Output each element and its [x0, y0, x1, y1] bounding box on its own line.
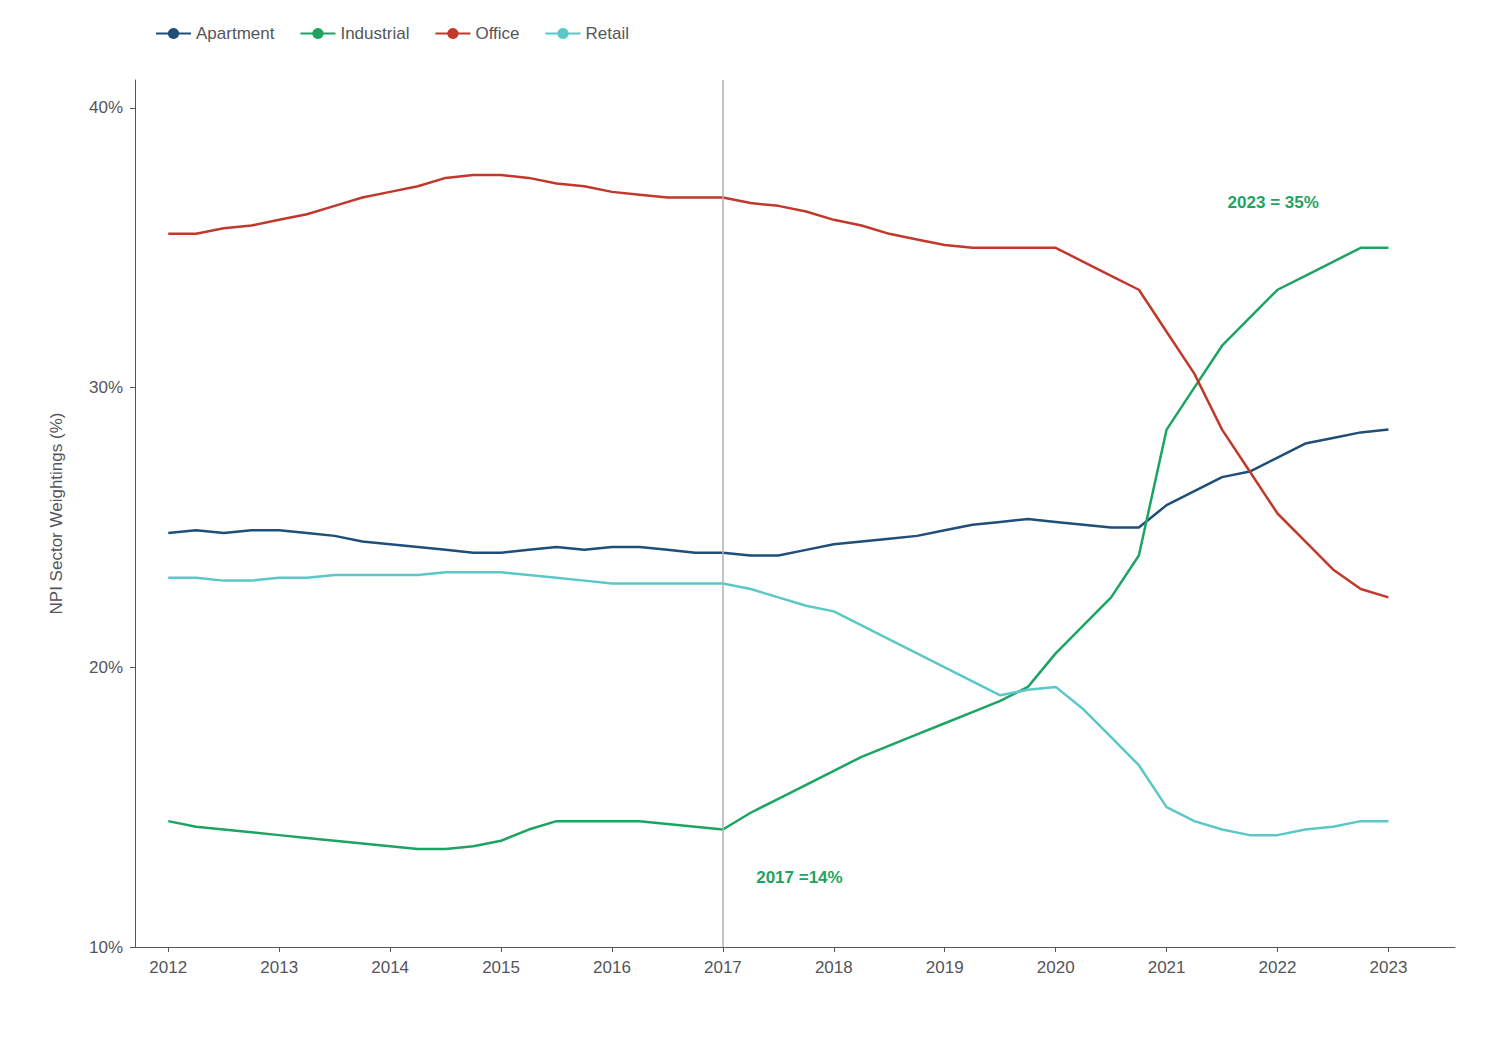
svg-text:2016: 2016 [593, 958, 631, 977]
svg-text:Industrial: Industrial [340, 24, 409, 43]
svg-text:20%: 20% [89, 658, 123, 677]
svg-text:40%: 40% [89, 98, 123, 117]
svg-text:2014: 2014 [371, 958, 409, 977]
svg-text:2023: 2023 [1370, 958, 1408, 977]
svg-text:2018: 2018 [815, 958, 853, 977]
svg-text:30%: 30% [89, 378, 123, 397]
svg-text:2022: 2022 [1259, 958, 1297, 977]
svg-text:Office: Office [475, 24, 519, 43]
svg-text:2021: 2021 [1148, 958, 1186, 977]
svg-text:2013: 2013 [260, 958, 298, 977]
svg-text:Retail: Retail [585, 24, 628, 43]
svg-text:2019: 2019 [926, 958, 964, 977]
svg-text:NPI Sector Weightings (%): NPI Sector Weightings (%) [47, 413, 66, 615]
svg-text:10%: 10% [89, 938, 123, 957]
svg-text:2015: 2015 [482, 958, 520, 977]
svg-text:2020: 2020 [1037, 958, 1075, 977]
svg-text:2012: 2012 [149, 958, 187, 977]
svg-text:2017: 2017 [704, 958, 742, 977]
svg-text:2023 = 35%: 2023 = 35% [1228, 193, 1319, 212]
svg-text:Apartment: Apartment [196, 24, 275, 43]
svg-text:2017 =14%: 2017 =14% [756, 868, 843, 887]
